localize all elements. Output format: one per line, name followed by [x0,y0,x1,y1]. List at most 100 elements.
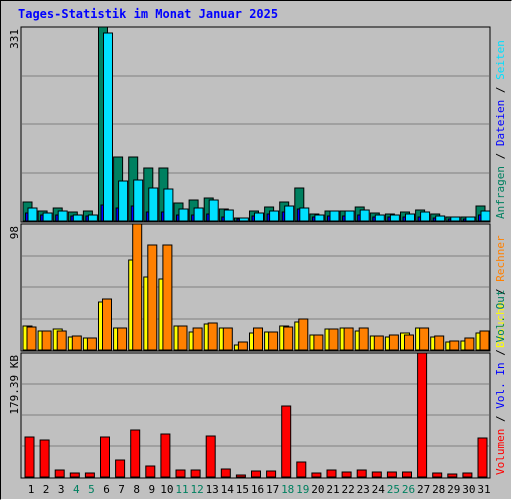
y-max-labels: 331 98 179.39 KB [8,29,21,415]
bar-seiten-day-15 [238,217,249,222]
legend-item-vol-in: Vol. In [494,362,507,408]
legends-group: Anfragen / Dateien / Seiten Besuche / Rec… [494,40,507,475]
x-tick-day-28: 28 [432,483,445,496]
x-tick-day-30: 30 [462,483,475,496]
bar-rechner-day-29 [449,340,460,351]
bar-rechner-day-16 [253,327,263,351]
x-tick-day-29: 29 [447,483,460,496]
bars-group [22,26,491,478]
bar-volumen-day-14 [220,468,231,478]
bar-seiten-day-8 [133,179,144,222]
bar-volumen-day-2 [39,439,50,478]
x-tick-day-22: 22 [341,483,354,496]
bar-volumen-day-31 [477,437,488,478]
bar-rechner-day-3 [56,330,67,351]
bar-volumen-day-8 [130,429,141,478]
x-tick-day-8: 8 [133,483,140,496]
bar-seiten-day-30 [465,216,476,222]
y-max-label: 331 [8,29,21,49]
x-tick-day-17: 17 [266,483,279,496]
bar-volumen-day-10 [160,433,171,478]
bar-rechner-day-25 [388,334,399,351]
x-tick-labels: 1 2 3 4 5 6 7 8 9 10 11 12 13 14 15 16 17 18 19 20 21 22 23 24 2… [28,483,491,496]
x-tick-day-7: 7 [118,483,125,496]
bar-rechner-day-1 [26,326,37,351]
legend-item-vol-out: Vol. Out [494,290,507,343]
bar-rechner-day-6 [102,298,112,351]
bar-volumen-day-21 [326,469,337,478]
bar-volumen-day-28 [432,472,443,478]
x-tick-day-13: 13 [206,483,219,496]
bar-volumen-day-15 [235,474,246,478]
bar-seiten-day-4 [72,214,83,222]
bar-seiten-day-24 [374,214,385,222]
bar-seiten-day-20 [314,214,325,222]
bar-seiten-day-13 [208,199,219,222]
bar-seiten-day-17 [269,210,280,222]
bar-volumen-day-3 [54,469,65,478]
legend-item-seiten: Seiten [494,40,507,80]
bar-seiten-day-21 [329,210,340,222]
bar-rechner-day-15 [237,341,248,351]
x-tick-day-5: 5 [88,483,95,496]
x-tick-day-15: 15 [236,483,249,496]
bar-seiten-day-2 [42,212,53,222]
bar-volumen-day-12 [190,469,201,478]
bar-seiten-day-28 [435,215,446,222]
bar-rechner-day-11 [177,325,188,351]
bar-volumen-day-25 [386,471,397,478]
bar-rechner-day-13 [207,322,218,351]
bar-rechner-day-26 [404,334,414,351]
bar-volumen-day-18 [281,405,292,478]
bar-volumen-day-30 [462,472,473,478]
bar-seiten-day-14 [223,209,234,222]
bar-volumen-day-22 [341,471,352,478]
bar-rechner-day-20 [313,334,324,351]
bar-seiten-day-18 [284,205,295,222]
bar-seiten-day-12 [193,207,204,222]
bar-volumen-day-4 [69,472,80,478]
bar-seiten-day-31 [480,210,491,222]
legend-item-volumen: Volumen [494,429,507,475]
bar-rechner-day-9 [147,244,158,351]
bar-volumen-day-17 [266,470,277,478]
bar-seiten-day-3 [57,210,68,222]
x-tick-day-14: 14 [221,483,235,496]
y-max-label: 179.39 KB [8,355,21,415]
legend-bottom: Volumen / Vol. In / Vol. Out [494,290,507,475]
x-tick-day-3: 3 [58,483,65,496]
bar-rechner-day-12 [192,327,203,351]
x-tick-day-31: 31 [477,483,490,496]
x-tick-day-19: 19 [296,483,309,496]
x-tick-day-20: 20 [311,483,324,496]
x-tick-day-26: 26 [402,483,415,496]
legend-separator: / [494,282,507,302]
bar-volumen-day-20 [311,472,322,478]
bar-seiten-day-10 [163,188,174,222]
bar-volumen-day-27 [417,352,428,478]
bar-seiten-day-6 [103,32,113,222]
bar-rechner-day-31 [479,330,490,351]
bar-rechner-day-5 [86,337,97,351]
x-tick-day-11: 11 [175,483,188,496]
bar-rechner-day-23 [358,327,369,351]
legend-separator: / [494,146,507,166]
bar-rechner-day-4 [71,335,82,351]
bar-volumen-day-11 [175,469,186,478]
x-tick-day-9: 9 [148,483,155,496]
x-tick-day-27: 27 [417,483,430,496]
bar-rechner-day-28 [434,335,445,351]
bar-seiten-day-7 [118,180,129,222]
bar-volumen-day-6 [100,436,110,478]
bar-rechner-day-27 [419,327,430,351]
x-tick-day-6: 6 [103,483,110,496]
legend-item-besuche: Besuche [494,302,507,348]
bar-rechner-day-21 [328,328,339,351]
legend-item-rechner: Rechner [494,235,507,282]
bar-rechner-day-2 [41,330,52,351]
legend-separator: / [494,80,507,100]
bar-volumen-day-19 [296,461,307,478]
bar-volumen-day-26 [402,471,412,478]
legend-middle: Besuche / Rechner [494,235,507,348]
